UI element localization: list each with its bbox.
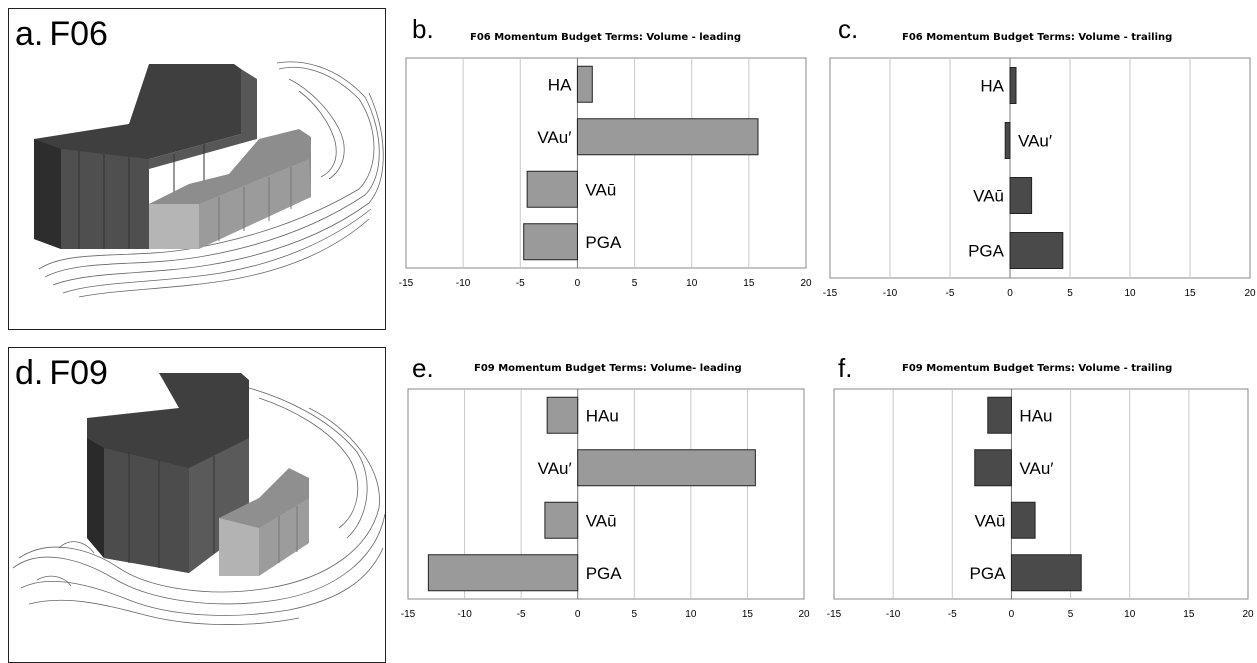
category-label: VAu′ [1019, 459, 1053, 478]
bar [987, 396, 1012, 434]
x-tick-label: 0 [1007, 288, 1013, 299]
x-tick-label: -5 [946, 288, 955, 299]
category-label: HA [548, 75, 572, 94]
x-tick-label: 0 [1009, 609, 1015, 620]
x-tick-label: 20 [798, 609, 810, 620]
bar [1009, 67, 1017, 104]
x-tick-label: 20 [1242, 609, 1254, 620]
panel-c-letter: c. [838, 14, 859, 44]
bar [427, 554, 579, 592]
panel-f-letter: f. [838, 353, 853, 383]
bar [526, 170, 578, 208]
x-tick-label: 10 [686, 278, 698, 289]
panel-d-label: d. F09 [15, 354, 108, 392]
panel-e-letter: e. [412, 353, 434, 383]
panel-a-label: a. F06 [15, 15, 108, 53]
x-tick-label: -15 [823, 288, 838, 299]
panel-a-3d-render: a. F06 [8, 8, 386, 330]
category-label: HAu [586, 406, 619, 425]
bar [576, 65, 593, 103]
category-label: VAu′ [537, 128, 571, 147]
storm-volume-render-f09 [12, 373, 385, 625]
chart-b-title: F06 Momentum Budget Terms: Volume - lead… [470, 32, 742, 43]
x-tick-label: 20 [1244, 288, 1256, 299]
category-label: HAu [1019, 406, 1052, 425]
bar [576, 118, 759, 156]
chart-e-title: F09 Momentum Budget Terms: Volume- leadi… [474, 363, 742, 374]
panel-d-3d-render: d. F09 [8, 347, 386, 663]
bar [577, 449, 756, 487]
x-tick-label: -5 [516, 278, 525, 289]
x-tick-label: 15 [742, 609, 754, 620]
bar [1010, 501, 1036, 539]
x-tick-label: -10 [883, 288, 898, 299]
bar [1009, 232, 1064, 269]
bar [546, 396, 579, 434]
chart-c-title: F06 Momentum Budget Terms: Volume - trai… [902, 32, 1173, 43]
bar [1004, 122, 1011, 159]
panel-d-flight: F09 [49, 354, 108, 392]
category-label: PGA [586, 564, 623, 583]
x-tick-label: 15 [1184, 288, 1196, 299]
category-label: PGA [585, 233, 622, 252]
contour-lines [38, 61, 384, 298]
bar [1009, 177, 1033, 214]
x-tick-label: -10 [886, 609, 901, 620]
category-label: VAū [975, 511, 1006, 530]
x-tick-label: 5 [632, 609, 638, 620]
light-volume-block [219, 468, 309, 576]
bar [1010, 554, 1082, 592]
x-tick-label: -10 [457, 609, 472, 620]
x-tick-label: -15 [401, 609, 416, 620]
bar [523, 223, 578, 261]
category-label: PGA [968, 242, 1005, 261]
plot-area [405, 57, 807, 269]
x-tick-label: 0 [575, 609, 581, 620]
contour-lines [12, 387, 385, 625]
category-label: VAū [585, 180, 616, 199]
light-volume-block [149, 129, 311, 249]
x-tick-label: 5 [1067, 288, 1073, 299]
category-label: PGA [970, 564, 1007, 583]
category-label: VAū [586, 511, 617, 530]
bar [974, 449, 1012, 487]
storm-volume-render-f06 [34, 61, 384, 298]
panel-a-flight: F06 [49, 15, 108, 53]
chart-b: -15 -10 -5 0 5 10 15 20 HA VAu′ VAū PGA [399, 57, 812, 289]
x-tick-label: -5 [517, 609, 526, 620]
x-tick-label: -15 [399, 278, 414, 289]
category-label: VAu′ [1018, 132, 1052, 151]
x-tick-label: 5 [1068, 609, 1074, 620]
chart-c: -15 -10 -5 0 5 10 15 20 HA VAu′ VAū PGA [823, 57, 1256, 299]
x-tick-label: 10 [1124, 609, 1136, 620]
chart-f: -15 -10 -5 0 5 10 15 20 HAu VAu′ VAū PGA [827, 388, 1254, 620]
bar [544, 501, 579, 539]
x-tick-label: 15 [743, 278, 755, 289]
chart-f-title: F09 Momentum Budget Terms: Volume - trai… [902, 363, 1173, 374]
x-tick-label: 15 [1183, 609, 1195, 620]
chart-e: -15 -10 -5 0 5 10 15 20 HAu VAu′ VAū PGA [401, 388, 810, 620]
category-label: VAu′ [538, 459, 572, 478]
x-tick-label: 0 [575, 278, 581, 289]
x-tick-label: 10 [685, 609, 697, 620]
x-tick-label: -10 [456, 278, 471, 289]
x-tick-label: 10 [1124, 288, 1136, 299]
x-tick-label: -15 [827, 609, 842, 620]
panel-b-letter: b. [412, 14, 434, 44]
dark-volume-block [34, 64, 257, 249]
category-label: VAū [973, 187, 1004, 206]
x-tick-label: 20 [800, 278, 812, 289]
category-label: HA [980, 77, 1004, 96]
x-tick-label: 5 [632, 278, 638, 289]
dark-volume-block [87, 373, 249, 573]
x-tick-label: -5 [948, 609, 957, 620]
